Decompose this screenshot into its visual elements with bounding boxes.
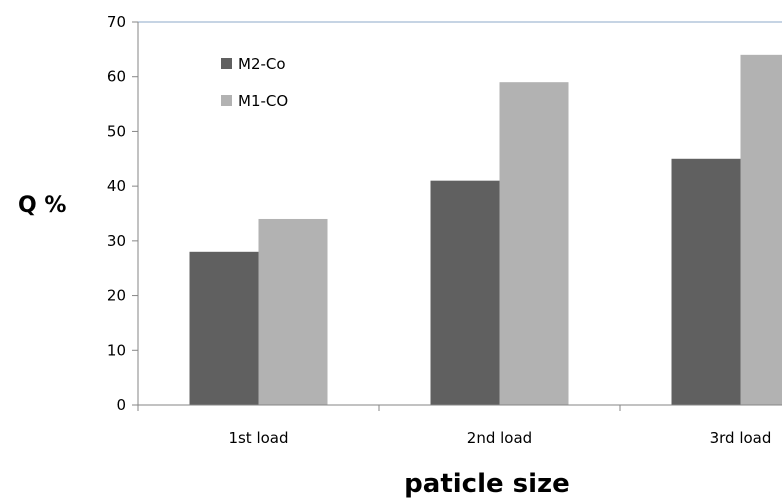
bar-m1-co	[258, 218, 328, 405]
x-category-label: 1st load	[228, 429, 288, 447]
y-tick-label: 50	[107, 122, 126, 140]
legend: M2-Co M1-CO	[221, 55, 288, 110]
x-category-label: 2nd load	[467, 429, 532, 447]
y-tick-label: 70	[107, 13, 126, 31]
bar-m2-co	[430, 180, 500, 405]
legend-label: M2-Co	[238, 55, 286, 73]
bar-m2-co	[671, 158, 741, 405]
legend-swatch	[221, 95, 232, 106]
bars-layer	[189, 54, 782, 405]
y-tick-label: 0	[116, 396, 126, 414]
y-tick-label: 40	[107, 177, 126, 195]
axis-layer: 0 10 20 30 40 50 60 70 1st load 2nd load 3rd load	[107, 13, 782, 447]
y-tick-label: 60	[107, 68, 126, 86]
bar-m1-co	[499, 82, 569, 405]
x-category-label: 3rd load	[710, 429, 772, 447]
bar-m2-co	[189, 251, 259, 405]
bar-m1-co	[740, 54, 782, 405]
legend-label: M1-CO	[238, 92, 288, 110]
x-axis-title: paticle size	[404, 469, 570, 499]
y-tick-label: 20	[107, 287, 126, 305]
y-tick-label: 10	[107, 341, 126, 359]
y-tick-label: 30	[107, 232, 126, 250]
legend-swatch	[221, 58, 232, 69]
y-axis-title: Q %	[18, 193, 66, 218]
